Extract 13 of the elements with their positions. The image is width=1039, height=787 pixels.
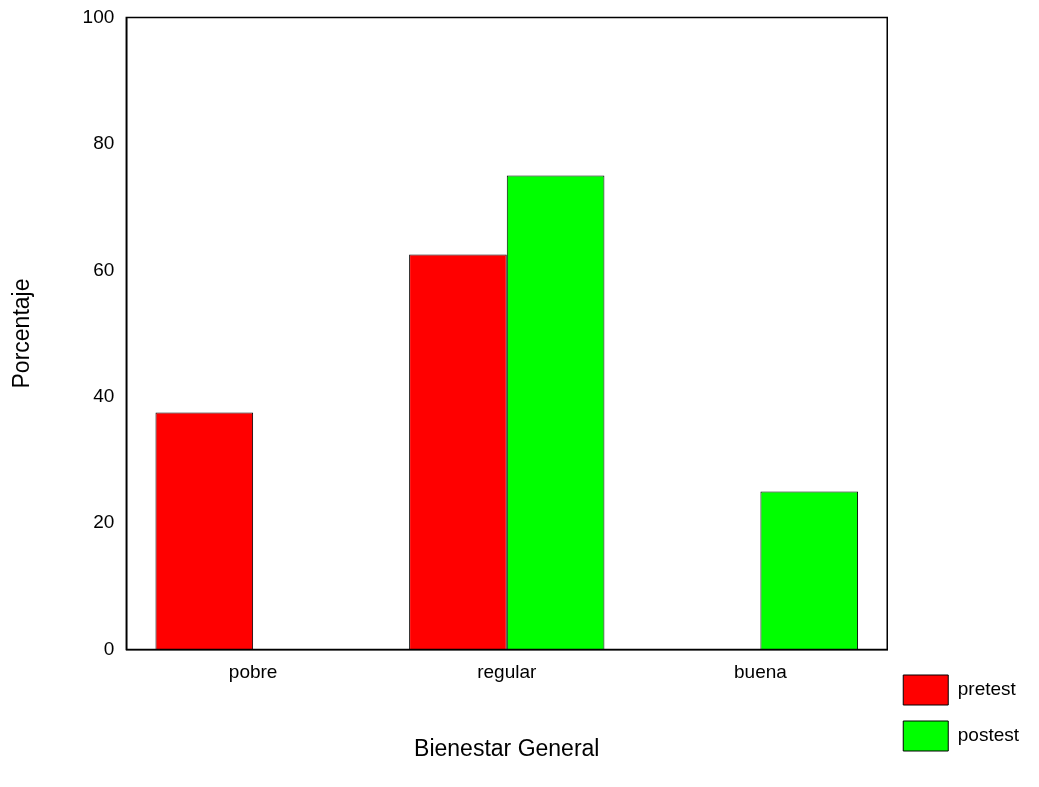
x-axis-title: Bienestar General — [414, 734, 600, 761]
y-tick-label: 20 — [93, 511, 115, 533]
y-tick-label: 100 — [82, 5, 115, 27]
x-tick-label: buena — [734, 661, 788, 683]
y-tick-label: 80 — [93, 132, 115, 154]
x-tick-label: pobre — [228, 661, 278, 683]
x-tick-label: regular — [477, 661, 538, 683]
legend-label: postest — [957, 724, 1020, 746]
y-tick-label: 40 — [93, 384, 115, 406]
legend-label: pretest — [957, 678, 1017, 700]
y-tick-label: 0 — [103, 637, 115, 659]
y-axis-title: Porcentaje — [8, 278, 35, 389]
y-tick-label: 60 — [93, 258, 115, 280]
